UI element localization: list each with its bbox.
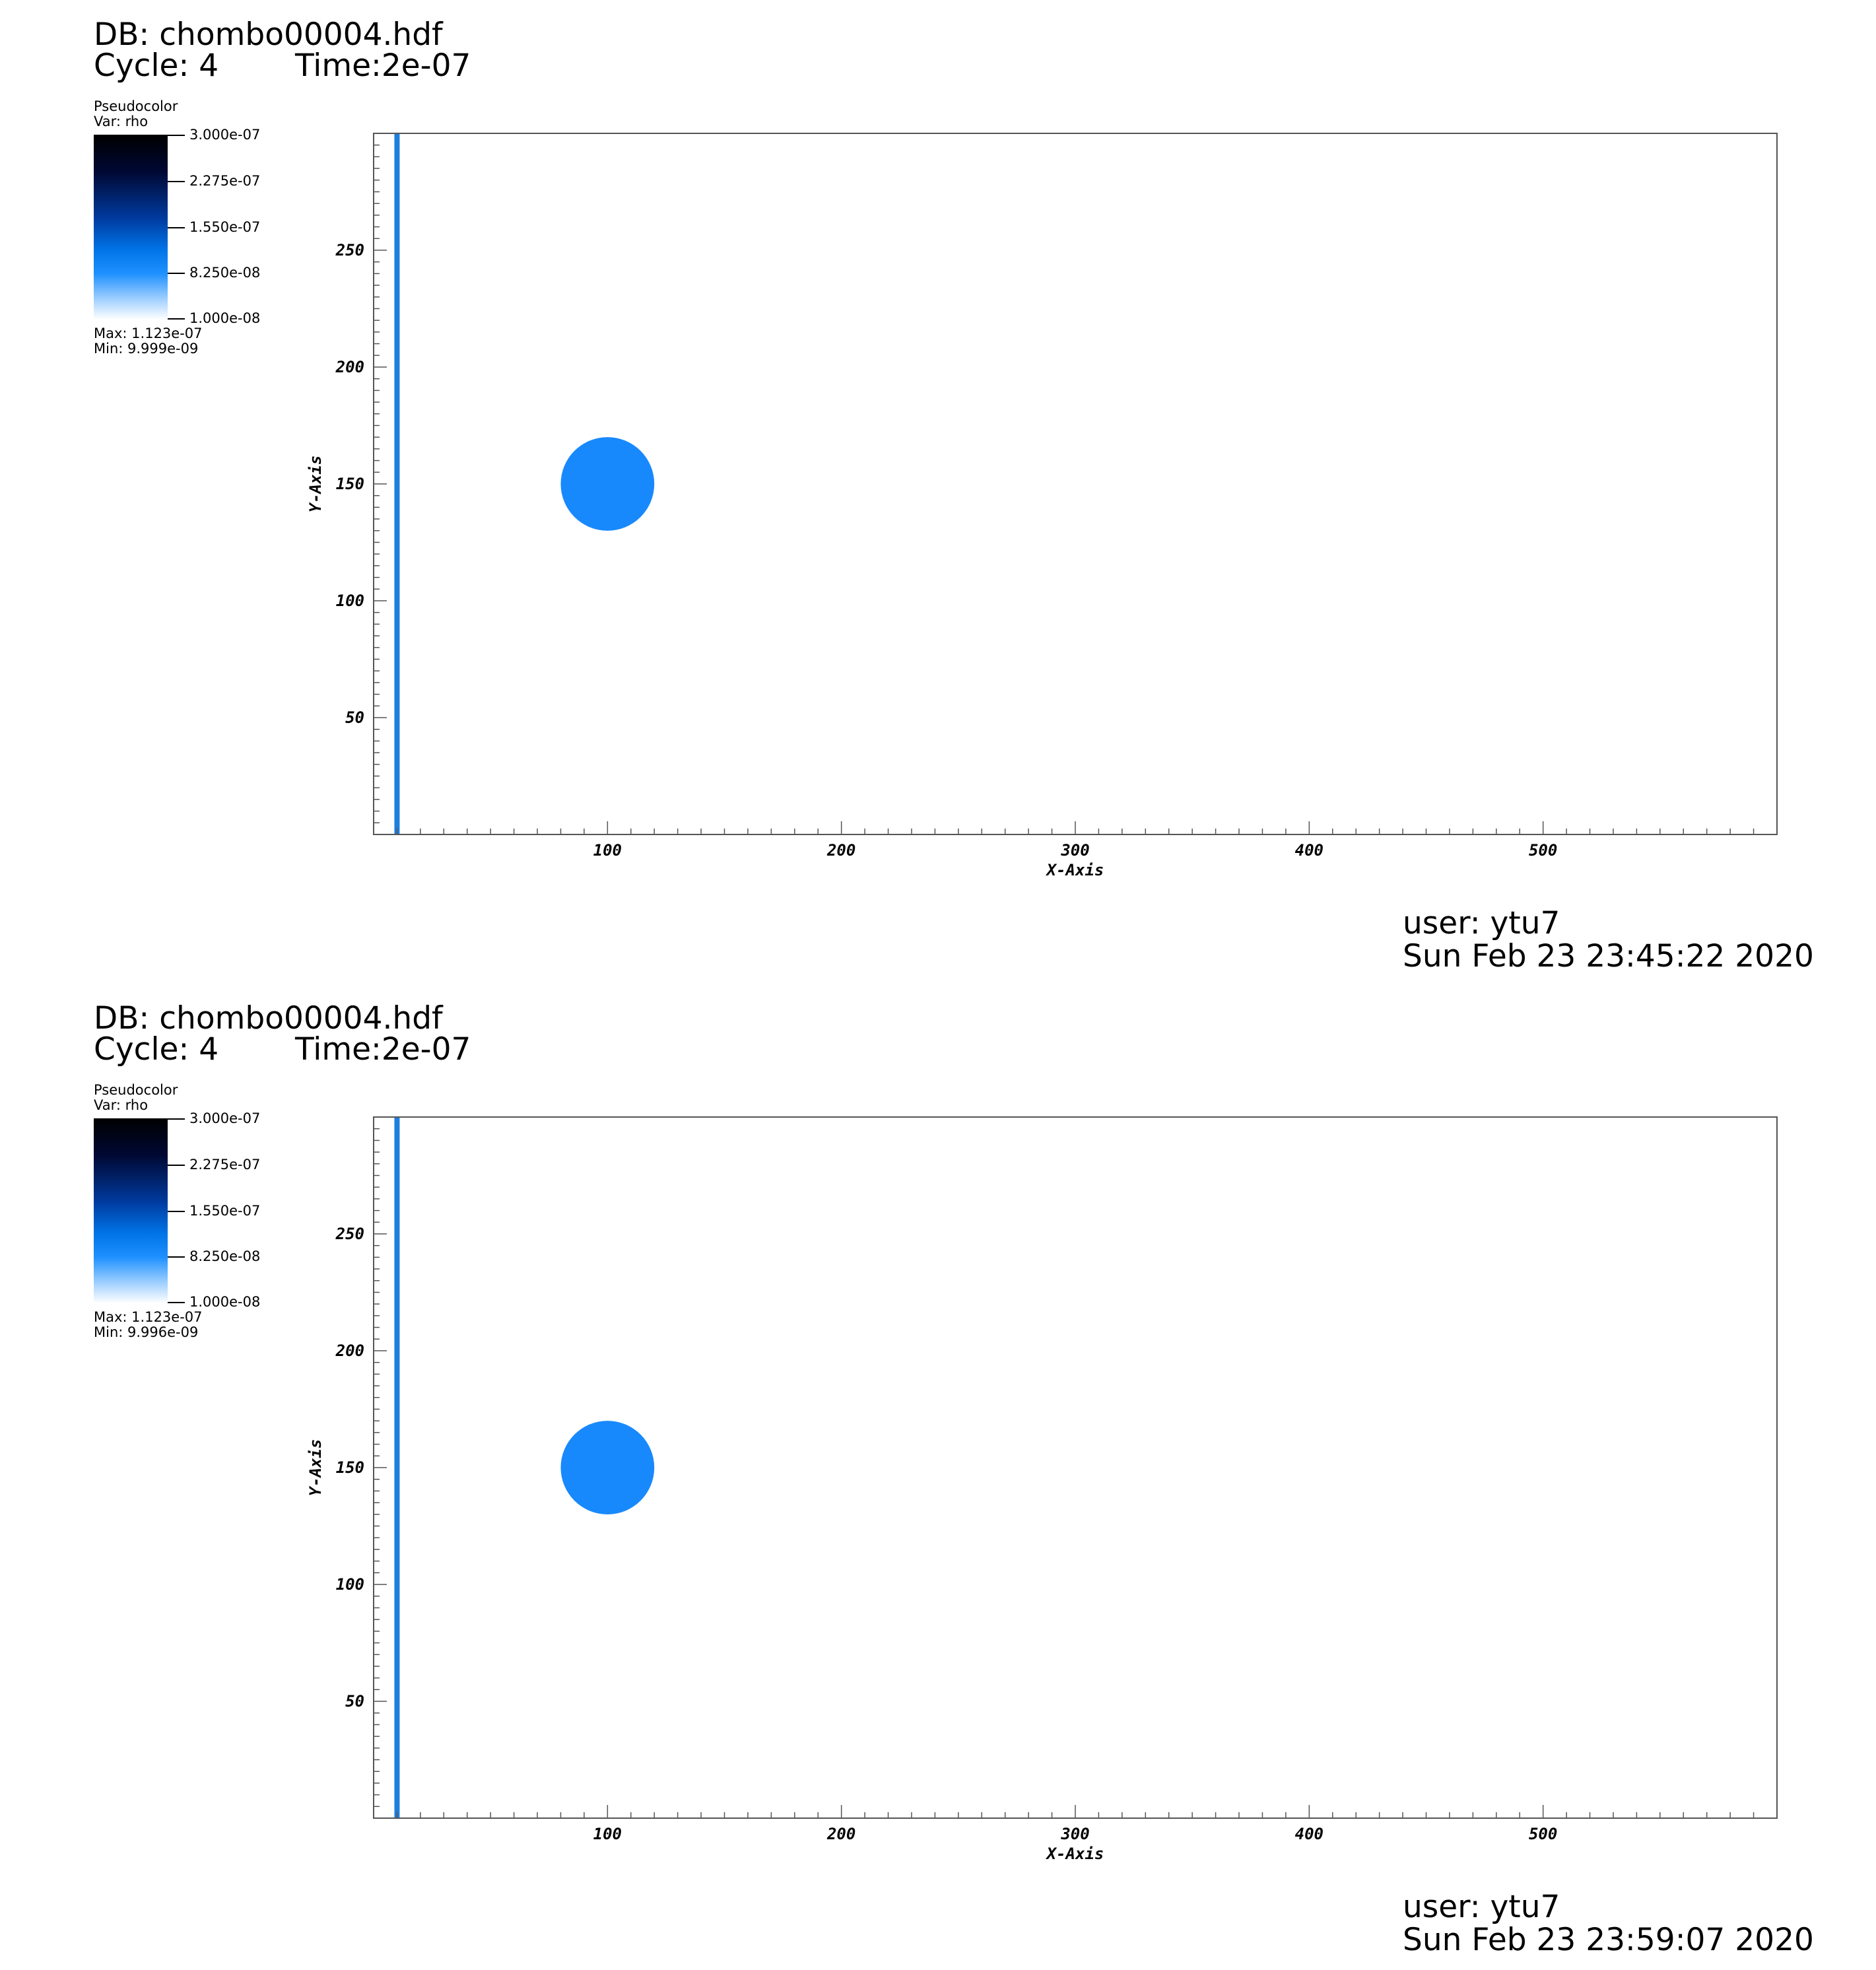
legend-tick-label: 1.000e-08	[189, 1294, 261, 1310]
y-tick-label: 100	[336, 592, 364, 610]
y-tick-label: 200	[335, 358, 364, 376]
x-tick-label: 100	[593, 1825, 622, 1843]
legend-tick-label: 3.000e-07	[189, 1110, 261, 1126]
legend-tick-mark	[168, 1302, 185, 1303]
legend-min-label: Min: 9.999e-09	[94, 341, 199, 357]
x-tick-label: 200	[826, 841, 855, 860]
y-tick-label: 50	[345, 708, 364, 727]
legend-colorbar	[94, 135, 168, 320]
plot-area-1: 100 200 300 400 500 50 100 150 200 250 X-Axis Y-Axi…	[306, 133, 1778, 879]
x-tick-label: 300	[1060, 1825, 1089, 1843]
db-label: DB: chombo00004.hdf	[94, 17, 443, 53]
legend-var-label: Var: rho	[94, 114, 149, 129]
x-axis-label: X-Axis	[1046, 861, 1104, 879]
date-label: Sun Feb 23 23:45:22 2020	[1403, 938, 1814, 974]
x-tick-label: 500	[1529, 841, 1557, 860]
legend-tick-label: 1.550e-07	[189, 1203, 261, 1219]
y-tick-label: 50	[345, 1692, 364, 1711]
plot-panel-1: DB: chombo00004.hdf Cycle: 4 Time:2e-07 …	[0, 0, 1876, 984]
plot-area-2: 100 200 300 400 500 50 100 150 200 250 X-Axis Y-Axi…	[306, 1116, 1778, 1863]
legend-tick-mark	[168, 181, 185, 182]
x-tick-label: 400	[1295, 1825, 1323, 1843]
legend-min-label: Min: 9.996e-09	[94, 1324, 199, 1340]
legend-tick-mark	[168, 227, 185, 228]
legend-max-label: Max: 1.123e-07	[94, 325, 203, 341]
legend-plot-type: Pseudocolor	[94, 98, 178, 114]
y-tick-label: 100	[336, 1575, 364, 1594]
x-tick-label: 400	[1295, 841, 1323, 860]
y-tick-label: 200	[335, 1342, 364, 1360]
db-label: DB: chombo00004.hdf	[94, 1000, 443, 1036]
legend-tick-mark	[168, 1165, 185, 1166]
legend-var-label: Var: rho	[94, 1097, 149, 1113]
legend-tick-mark	[168, 1211, 185, 1212]
x-tick-label: 300	[1060, 841, 1089, 860]
date-label: Sun Feb 23 23:59:07 2020	[1403, 1922, 1814, 1958]
cycle-label: Cycle: 4	[94, 48, 219, 84]
x-tick-label: 500	[1529, 1825, 1557, 1843]
y-tick-label: 150	[336, 1458, 364, 1477]
user-label: user: ytu7	[1403, 905, 1560, 941]
legend-tick-label: 2.275e-07	[189, 1157, 261, 1172]
time-label: Time:2e-07	[295, 1031, 471, 1068]
legend-tick-mark	[168, 135, 185, 136]
y-tick-label: 150	[336, 475, 364, 493]
legend-tick-mark	[168, 1256, 185, 1258]
y-tick-label: 250	[335, 1225, 364, 1243]
y-axis-label: Y-Axis	[306, 1439, 325, 1497]
x-tick-label: 100	[593, 841, 622, 860]
cycle-label: Cycle: 4	[94, 1031, 219, 1068]
density-bubble	[560, 437, 655, 531]
legend-tick-label: 2.275e-07	[189, 173, 261, 189]
legend-tick-mark	[168, 318, 185, 320]
legend-tick-mark	[168, 1118, 185, 1120]
x-tick-label: 200	[826, 1825, 855, 1843]
legend-colorbar	[94, 1118, 168, 1303]
legend-tick-mark	[168, 273, 185, 274]
plot-panel-2: DB: chombo00004.hdf Cycle: 4 Time:2e-07 …	[0, 984, 1876, 1967]
legend-tick-label: 8.250e-08	[189, 1248, 261, 1264]
legend-tick-label: 1.000e-08	[189, 310, 261, 326]
x-axis-label: X-Axis	[1046, 1845, 1104, 1863]
density-bubble	[560, 1421, 655, 1514]
legend-max-label: Max: 1.123e-07	[94, 1309, 203, 1325]
y-axis-label: Y-Axis	[306, 456, 325, 513]
user-label: user: ytu7	[1403, 1889, 1560, 1925]
legend-plot-type: Pseudocolor	[94, 1082, 178, 1098]
legend-tick-label: 3.000e-07	[189, 127, 261, 143]
y-tick-label: 250	[335, 241, 364, 259]
legend-tick-label: 1.550e-07	[189, 219, 261, 235]
time-label: Time:2e-07	[295, 48, 471, 84]
legend-tick-label: 8.250e-08	[189, 265, 261, 281]
